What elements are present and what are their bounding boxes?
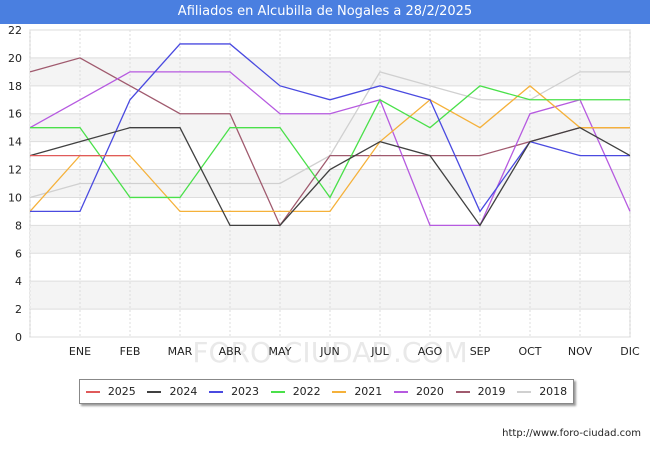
y-tick-label: 16	[8, 108, 22, 121]
legend: 2025 2024 2023 2022 2021 2020 2019 2018	[79, 379, 574, 404]
y-tick-label: 4	[15, 275, 22, 288]
legend-swatch	[209, 390, 224, 393]
x-tick-label: ENE	[69, 345, 91, 358]
legend-swatch	[332, 390, 347, 393]
legend-item-2019: 2019	[455, 385, 506, 398]
x-tick-label: AGO	[418, 345, 443, 358]
legend-label: 2025	[107, 385, 136, 398]
y-tick-label: 0	[15, 331, 22, 344]
legend-swatch	[85, 390, 100, 393]
x-tick-label: NOV	[568, 345, 593, 358]
legend-label: 2020	[415, 385, 444, 398]
y-tick-label: 8	[15, 219, 22, 232]
legend-swatch	[517, 390, 532, 393]
series-lines	[29, 43, 631, 227]
series-line-2024	[29, 126, 631, 227]
watermark: FORO-CIUDAD.COM	[192, 336, 467, 369]
legend-item-2020: 2020	[393, 385, 444, 398]
y-tick-label: 14	[8, 136, 22, 149]
y-tick-label: 12	[8, 164, 22, 177]
legend-label: 2021	[354, 385, 383, 398]
legend-label: 2024	[169, 385, 198, 398]
legend-item-2024: 2024	[147, 385, 197, 398]
y-tick-label: 18	[8, 80, 22, 93]
x-tick-label: OCT	[518, 345, 541, 358]
legend-label: 2019	[477, 385, 506, 398]
source-url: http://www.foro-ciudad.com	[502, 428, 641, 439]
x-tick-label: MAR	[168, 345, 193, 358]
x-tick-label: ABR	[219, 345, 242, 358]
x-tick-label: JUN	[319, 345, 340, 358]
legend-label: 2018	[539, 385, 568, 398]
y-tick-label: 6	[15, 247, 22, 260]
legend-label: 2022	[292, 385, 321, 398]
legend-swatch	[270, 390, 285, 393]
x-tick-label: SEP	[470, 345, 491, 358]
legend-swatch	[455, 390, 470, 393]
legend-item-2018: 2018	[517, 385, 567, 398]
y-tick-label: 22	[8, 24, 22, 37]
x-tick-label: DIC	[620, 345, 640, 358]
series-line-2020	[29, 71, 631, 227]
legend-item-2023: 2023	[209, 385, 259, 398]
chart-title: Afiliados en Alcubilla de Nogales a 28/2…	[0, 0, 650, 24]
series-line-2022	[30, 85, 630, 199]
legend-swatch	[393, 390, 408, 393]
axis-labels: 0 2 4 6 8 10 12 14 16 18 20 22 ENE FEB MAR ABR MAY JUN JUL…	[8, 24, 640, 358]
x-tick-label: FEB	[120, 345, 141, 358]
x-tick-label: JUL	[370, 345, 389, 358]
y-tick-label: 20	[8, 52, 22, 65]
legend-swatch	[147, 390, 162, 393]
x-tick-label: MAY	[269, 345, 292, 358]
legend-item-2022: 2022	[270, 385, 321, 398]
legend-item-2025: 2025	[85, 385, 136, 398]
y-tick-label: 10	[8, 191, 22, 204]
y-tick-label: 2	[15, 303, 22, 316]
legend-item-2021: 2021	[332, 385, 382, 398]
legend-label: 2023	[231, 385, 260, 398]
